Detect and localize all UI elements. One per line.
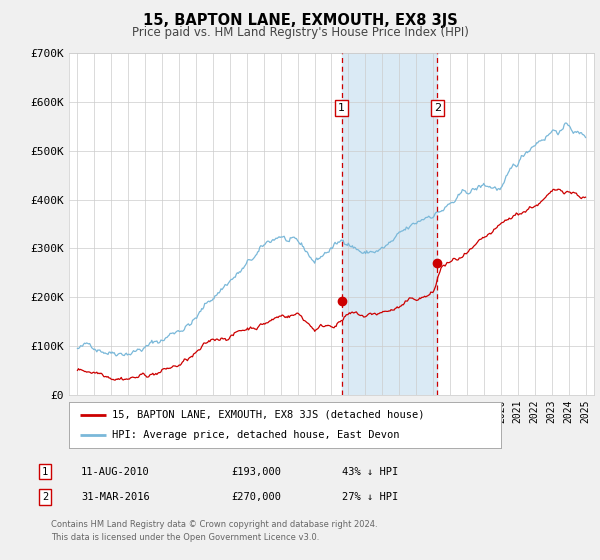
Text: 31-MAR-2016: 31-MAR-2016 xyxy=(81,492,150,502)
Text: £193,000: £193,000 xyxy=(231,466,281,477)
Text: 15, BAPTON LANE, EXMOUTH, EX8 3JS: 15, BAPTON LANE, EXMOUTH, EX8 3JS xyxy=(143,13,457,28)
Text: 1: 1 xyxy=(338,103,345,113)
Text: Price paid vs. HM Land Registry's House Price Index (HPI): Price paid vs. HM Land Registry's House … xyxy=(131,26,469,39)
Text: 15, BAPTON LANE, EXMOUTH, EX8 3JS (detached house): 15, BAPTON LANE, EXMOUTH, EX8 3JS (detac… xyxy=(112,410,425,420)
Text: 2: 2 xyxy=(42,492,48,502)
Text: HPI: Average price, detached house, East Devon: HPI: Average price, detached house, East… xyxy=(112,430,400,440)
Text: This data is licensed under the Open Government Licence v3.0.: This data is licensed under the Open Gov… xyxy=(51,533,319,542)
Text: £270,000: £270,000 xyxy=(231,492,281,502)
Text: 1: 1 xyxy=(42,466,48,477)
Text: 2: 2 xyxy=(434,103,441,113)
Text: Contains HM Land Registry data © Crown copyright and database right 2024.: Contains HM Land Registry data © Crown c… xyxy=(51,520,377,529)
Text: 43% ↓ HPI: 43% ↓ HPI xyxy=(342,466,398,477)
Text: 11-AUG-2010: 11-AUG-2010 xyxy=(81,466,150,477)
Bar xyxy=(341,53,437,395)
Text: 27% ↓ HPI: 27% ↓ HPI xyxy=(342,492,398,502)
